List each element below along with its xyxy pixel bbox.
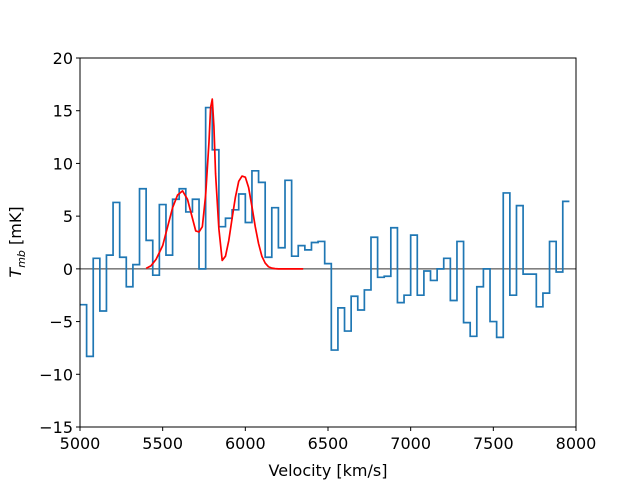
y-tick-label: 15 (53, 102, 73, 121)
x-tick-label: 7500 (473, 434, 514, 453)
y-tick-label: −10 (39, 365, 73, 384)
y-tick-label: 20 (53, 49, 73, 68)
x-tick-label: 5500 (142, 434, 183, 453)
y-axis-label-symbol: T (6, 267, 25, 278)
x-axis-label: Velocity [km/s] (269, 461, 388, 480)
y-tick-label: 5 (63, 207, 73, 226)
y-axis-label-subscript: mb (15, 250, 28, 268)
y-tick-label: 0 (63, 260, 73, 279)
plot-frame (79, 57, 577, 428)
x-tick-label: 5000 (60, 434, 101, 453)
x-tick-label: 6500 (308, 434, 349, 453)
x-tick-label: 8000 (556, 434, 597, 453)
y-tick-label: −15 (39, 418, 73, 437)
spectrum-step-line (80, 106, 570, 358)
y-tick-label: −5 (49, 313, 73, 332)
x-tick-label: 6000 (225, 434, 266, 453)
y-axis-label-unit: [mK] (6, 206, 25, 250)
y-axis-label: Tmb [mK] (6, 206, 28, 277)
x-tick-label: 7000 (390, 434, 431, 453)
y-tick-label: 10 (53, 154, 73, 173)
gaussian-fit-line (145, 98, 304, 270)
